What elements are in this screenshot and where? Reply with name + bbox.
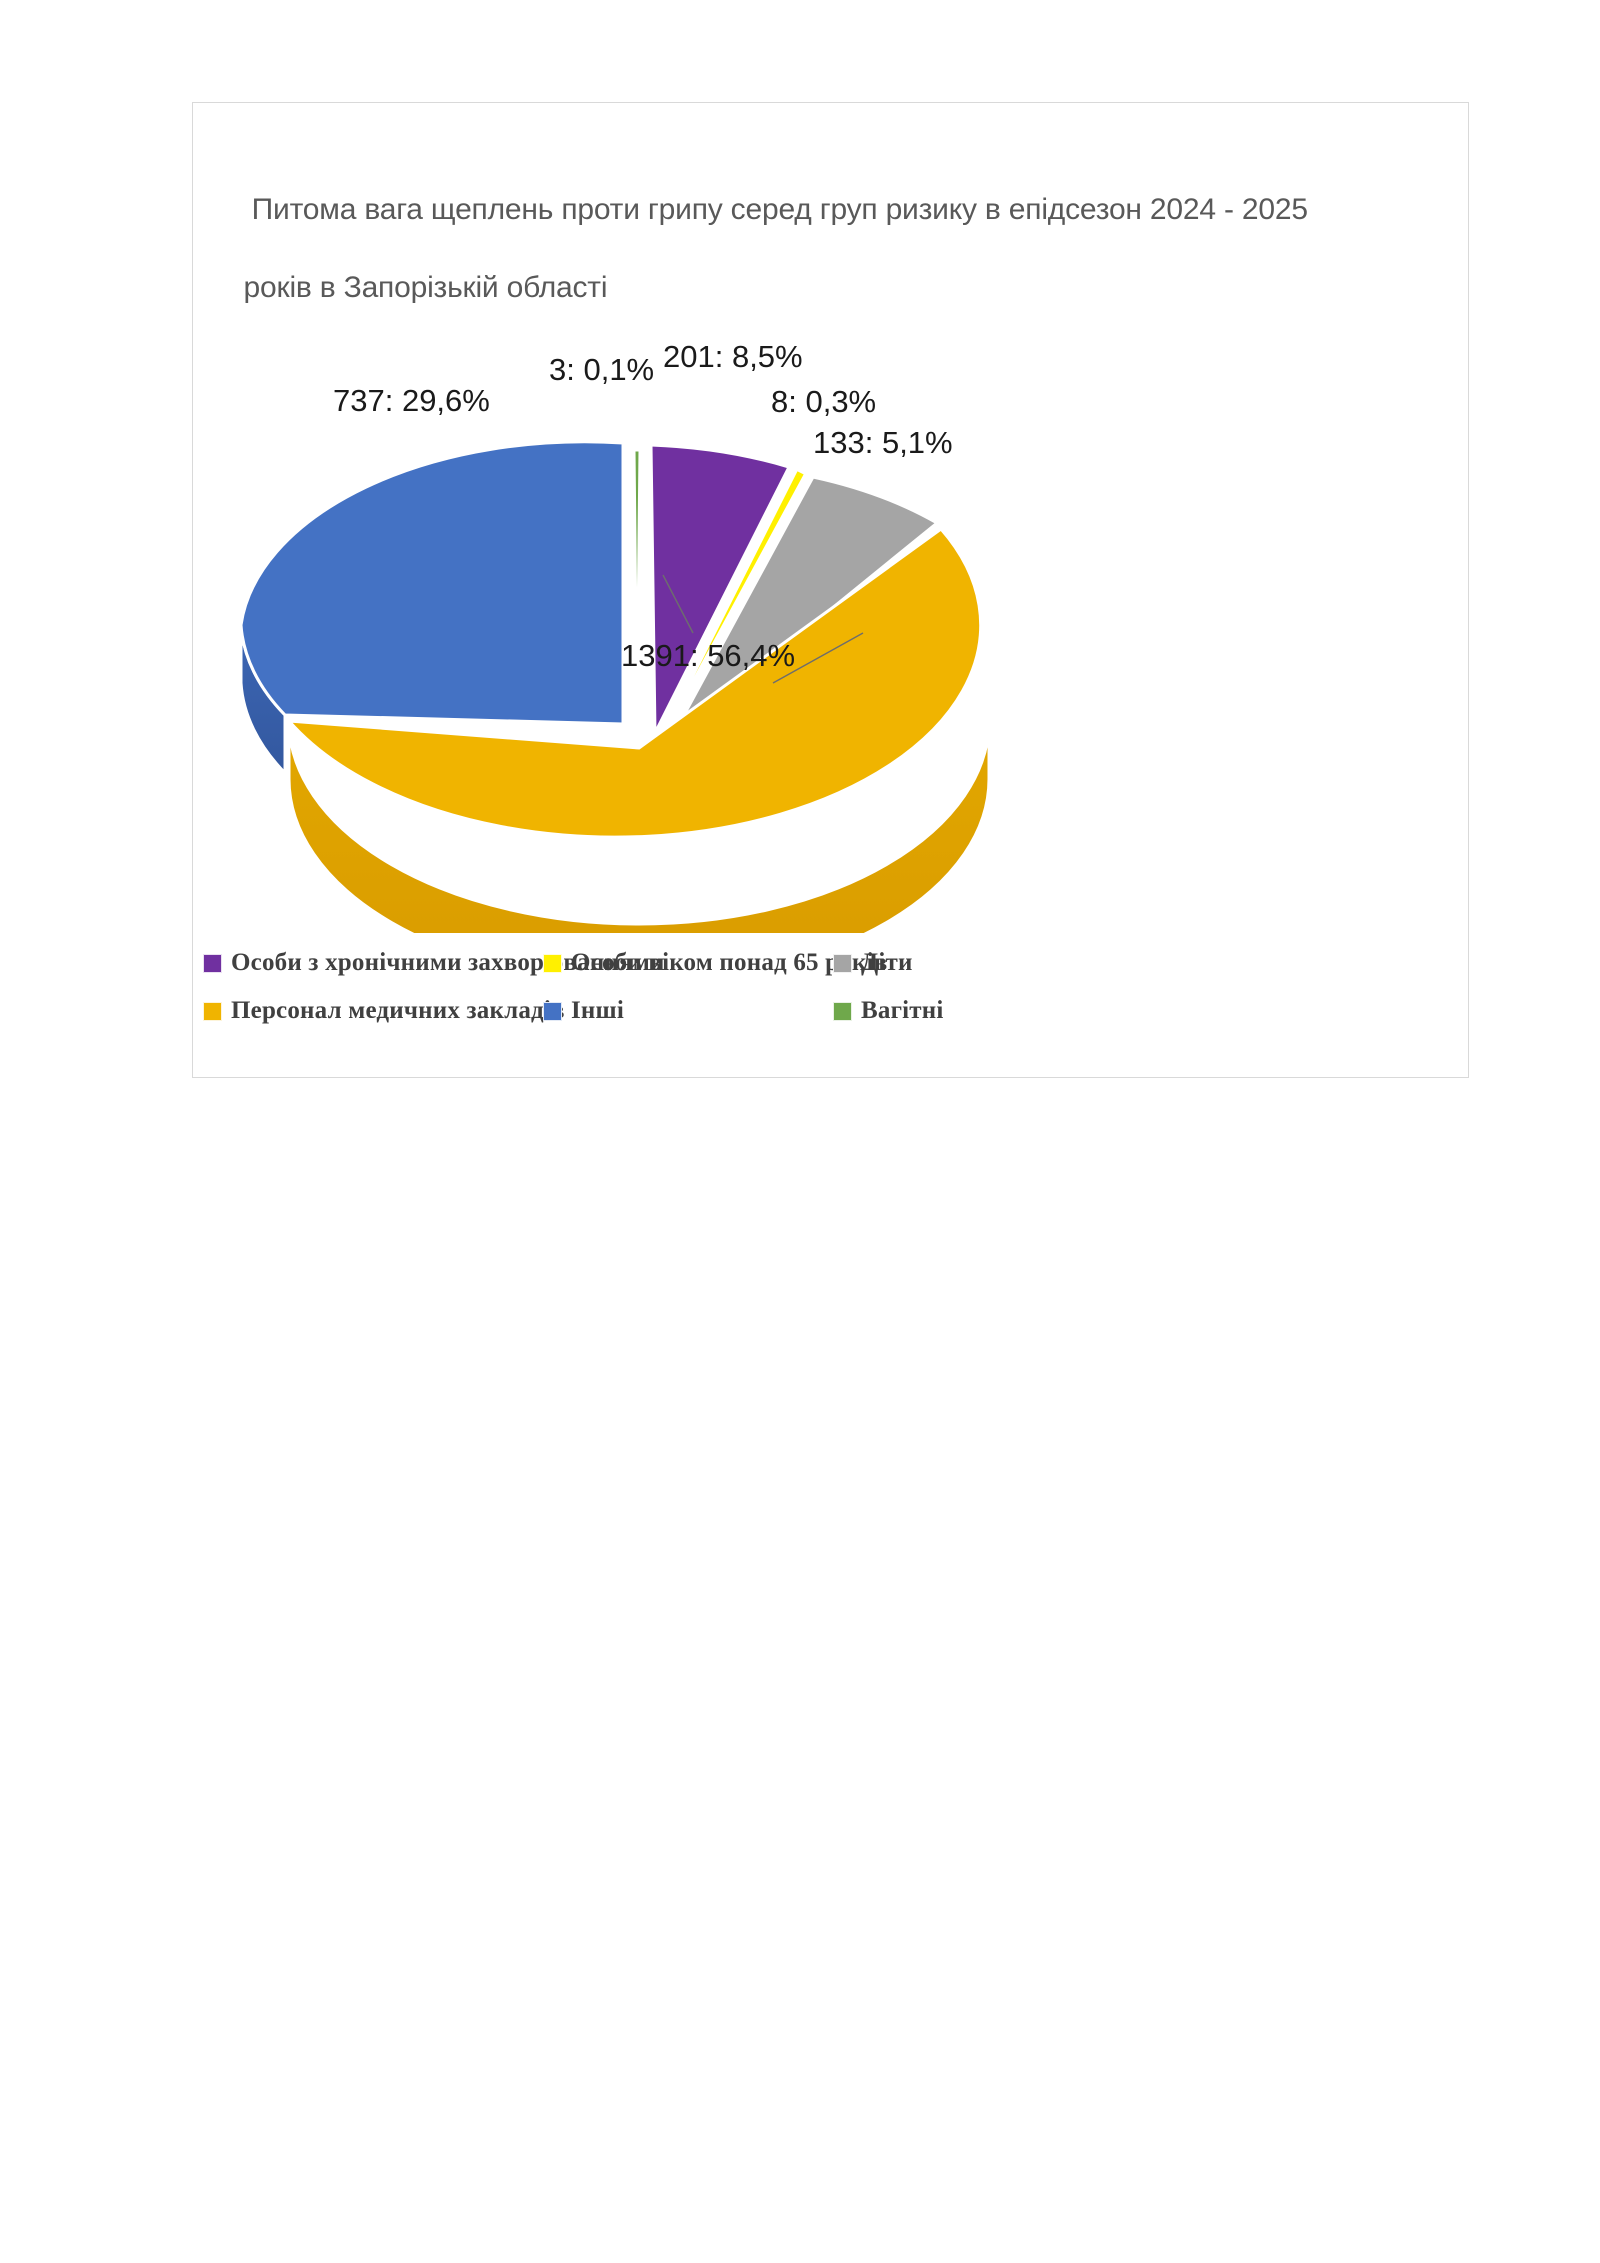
pie-slice-elderly	[662, 468, 807, 737]
legend-swatch-chronic	[203, 953, 222, 973]
legend-item-children[interactable]: Діти	[833, 941, 913, 985]
legend-item-pregnant[interactable]: Вагітні	[833, 989, 944, 1033]
data-label-other: 737: 29,6%	[333, 383, 490, 418]
data-label-staff: 1391: 56,4%	[621, 638, 796, 673]
leader-line-children	[772, 632, 864, 684]
data-label-elderly: 8: 0,3%	[771, 384, 877, 419]
legend-label-other: Інші	[571, 997, 624, 1024]
pie-slice-other	[239, 440, 625, 726]
legend-swatch-staff	[203, 1001, 222, 1021]
legend-swatch-children	[833, 953, 852, 973]
leader-line-chronic	[662, 574, 694, 634]
legend-row-2: Персонал медичних закладів Інші Вагітні	[193, 989, 1470, 1033]
legend-item-chronic[interactable]: Особи з хронічними захворюваннями	[203, 941, 665, 985]
chart-title-line-2: років в Запорізькій області	[243, 271, 608, 304]
data-label-children: 133: 5,1%	[813, 425, 953, 460]
data-label-pregnant: 3: 0,1%	[549, 352, 655, 387]
chart-title-line-1: Питома вага щеплень проти грипу серед гр…	[243, 193, 1308, 226]
legend-swatch-pregnant	[833, 1001, 852, 1021]
legend-swatch-elderly	[543, 953, 562, 973]
data-label-chronic: 201: 8,5%	[663, 339, 803, 374]
chart-title: Питома вага щеплень проти грипу серед гр…	[211, 151, 1451, 346]
pie-chart-plot-area: 3: 0,1% 201: 8,5% 8: 0,3% 133: 5,1% 737:…	[193, 253, 1470, 933]
pie-slice-chronic	[649, 443, 792, 734]
legend-row-1: Особи з хронічними захворюваннями Особи …	[193, 941, 1470, 985]
legend-label-staff: Персонал медичних закладів	[231, 997, 565, 1024]
pie-slice-side-staff	[287, 720, 991, 933]
legend-label-children: Діти	[861, 949, 913, 976]
legend-label-pregnant: Вагітні	[861, 997, 944, 1024]
pie-slice-staff	[285, 526, 983, 839]
legend-swatch-other	[543, 1001, 562, 1021]
pie-slice-pregnant	[632, 448, 642, 726]
pie-slice-children	[669, 475, 940, 741]
legend-label-chronic: Особи з хронічними захворюваннями	[231, 949, 665, 976]
chart-legend: Особи з хронічними захворюваннями Особи …	[193, 941, 1470, 1051]
pie-chart-graphic	[239, 440, 991, 933]
legend-item-other[interactable]: Інші	[543, 989, 624, 1033]
legend-item-staff[interactable]: Персонал медичних закладів	[203, 989, 565, 1033]
chart-frame: Питома вага щеплень проти грипу серед гр…	[192, 102, 1469, 1078]
